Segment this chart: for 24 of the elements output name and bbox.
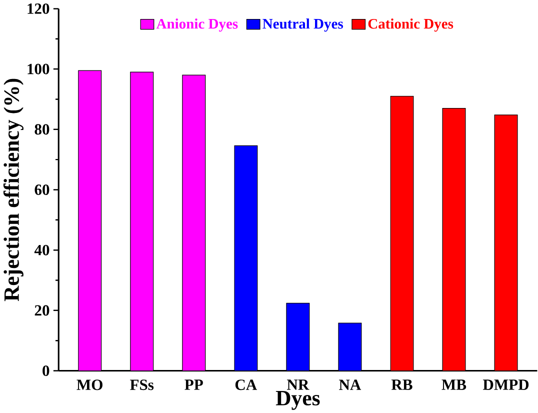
y-tick-label: 80 (34, 124, 50, 134)
x-tick-label: FSs (130, 379, 154, 390)
bar (286, 302, 310, 371)
y-tick-label: 0 (42, 365, 50, 376)
bar (234, 145, 258, 371)
legend-label: Neutral Dyes (262, 18, 344, 32)
y-axis-title: Rejection efficiency (%) (3, 78, 24, 301)
x-tick-label: MB (442, 379, 466, 390)
x-axis-title: Dyes (276, 390, 320, 410)
x-tick-label: PP (184, 379, 203, 390)
y-tick-label: 60 (34, 184, 50, 195)
x-tick-label: DMPD (482, 379, 529, 390)
bar (338, 322, 362, 371)
legend-label: Cationic Dyes (368, 18, 454, 32)
x-tick-label: MO (76, 379, 102, 390)
x-tick-label: NR (286, 379, 310, 390)
x-tick-label: RB (391, 379, 412, 390)
y-tick-label: 100 (28, 64, 50, 74)
legend-label: Anionic Dyes (156, 18, 238, 32)
x-tick-label: CA (235, 379, 258, 390)
y-tick-label: 40 (34, 244, 50, 256)
x-tick-label: NA (339, 379, 362, 390)
y-tick-label: 120 (28, 3, 50, 14)
y-tick-label: 20 (34, 305, 50, 316)
